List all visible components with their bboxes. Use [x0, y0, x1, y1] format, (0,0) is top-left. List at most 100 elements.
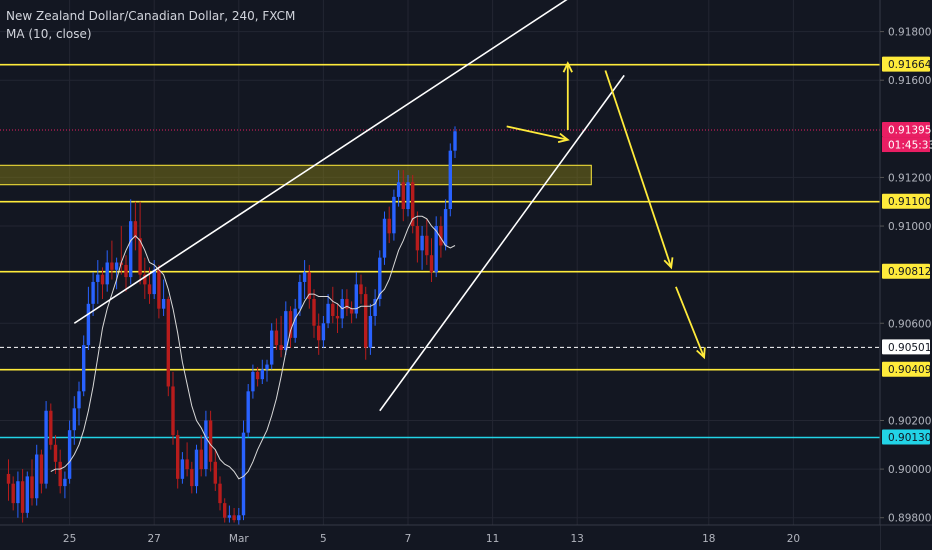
candle-body	[25, 476, 29, 513]
candle-body	[223, 503, 227, 518]
candle-body	[396, 182, 401, 197]
candle-body	[232, 515, 236, 521]
candle-body	[39, 454, 44, 484]
candle-body	[82, 345, 86, 392]
candle-body	[354, 284, 358, 314]
forecast-arrowhead	[557, 132, 570, 143]
candle-body	[185, 459, 189, 470]
candle-body	[20, 481, 25, 513]
moving-average-line	[50, 215, 456, 480]
candle-body	[124, 264, 128, 278]
candle-body	[335, 315, 340, 319]
candle-body	[67, 430, 72, 479]
candle-body	[274, 330, 279, 346]
price-tick-label: 0.91200	[888, 172, 931, 184]
level-price-label: 0.90130	[888, 432, 931, 444]
price-tick-label: 0.90200	[888, 415, 931, 427]
forecast-arrowhead	[696, 347, 706, 360]
candle-body	[53, 444, 58, 462]
candle-body	[110, 262, 114, 270]
candle-body	[199, 449, 203, 470]
time-tick-label: 5	[320, 533, 327, 545]
candle-body	[204, 420, 208, 470]
candle-body	[331, 303, 335, 316]
candle-body	[11, 483, 15, 504]
candle-body	[147, 284, 152, 295]
price-tick-label: 0.90600	[888, 318, 931, 330]
candle-body	[190, 469, 194, 487]
candle-body	[279, 345, 283, 350]
candle-body	[16, 481, 20, 504]
candle-body	[382, 218, 387, 258]
candle-body	[96, 274, 100, 282]
candle-body	[453, 131, 457, 151]
candle-body	[392, 196, 396, 234]
price-tick-label: 0.90000	[888, 464, 931, 476]
price-tick-label: 0.91600	[888, 75, 931, 87]
candle-body	[434, 226, 438, 273]
countdown-bg	[882, 137, 930, 153]
candle-body	[157, 269, 161, 309]
candle-body	[129, 221, 133, 278]
candle-body	[100, 274, 105, 285]
forecast-arrowhead	[663, 257, 674, 270]
time-tick-label: 7	[405, 533, 412, 545]
channel-line	[73, 0, 568, 324]
candle-body	[176, 435, 180, 479]
current-price-label: 0.91395	[888, 125, 931, 137]
indicator-label: MA (10, close)	[6, 27, 92, 41]
candle-body	[6, 473, 11, 484]
candle-body	[143, 274, 147, 285]
candle-body	[246, 391, 250, 433]
candle-body	[359, 284, 363, 295]
candle-body	[265, 364, 269, 370]
candle-body	[293, 308, 297, 338]
candle-body	[91, 281, 95, 304]
candle-body	[429, 255, 434, 273]
price-tick-label: 0.89800	[888, 513, 931, 525]
candle-body	[425, 235, 429, 256]
candle-body	[152, 269, 156, 295]
candle-body	[401, 182, 405, 210]
candle-body	[218, 483, 222, 504]
candle-body	[317, 325, 321, 341]
candle-body	[105, 262, 109, 285]
candle-body	[443, 209, 448, 246]
candle-body	[44, 410, 48, 484]
time-tick-label: 27	[148, 533, 161, 545]
candle-body	[35, 454, 39, 499]
candle-body	[368, 315, 373, 348]
candle-body	[349, 308, 354, 314]
symbol-title: New Zealand Dollar/Canadian Dollar, 240,…	[6, 9, 296, 23]
candle-body	[49, 410, 53, 445]
level-price-label: 0.91664	[888, 59, 932, 71]
forecast-arrow	[506, 125, 568, 141]
time-tick-label: 25	[63, 533, 76, 545]
candle-body	[30, 476, 34, 499]
candle-body	[171, 386, 175, 436]
candle-body	[415, 226, 420, 251]
time-tick-label: 18	[702, 533, 715, 545]
candle-body	[373, 298, 377, 316]
level-price-label: 0.90409	[888, 364, 931, 376]
countdown-label: 01:45:33	[888, 140, 932, 152]
level-price-label-bg	[882, 193, 930, 209]
candle-body	[241, 432, 246, 516]
candle-body	[298, 281, 302, 309]
candle-body	[312, 298, 316, 326]
candle-body	[345, 298, 349, 309]
candle-body	[411, 182, 415, 227]
candle-body	[302, 272, 307, 282]
level-price-label-bg	[882, 361, 930, 377]
forecast-arrow	[604, 70, 673, 268]
time-tick-label: 20	[787, 533, 800, 545]
candle-body	[166, 298, 170, 387]
level-price-label-bg	[882, 56, 930, 72]
resistance-zone	[0, 164, 592, 186]
time-tick-label: 11	[486, 533, 499, 545]
price-tick-label: 0.91000	[888, 221, 931, 233]
candle-body	[208, 420, 213, 462]
forecast-arrowhead	[562, 61, 573, 73]
